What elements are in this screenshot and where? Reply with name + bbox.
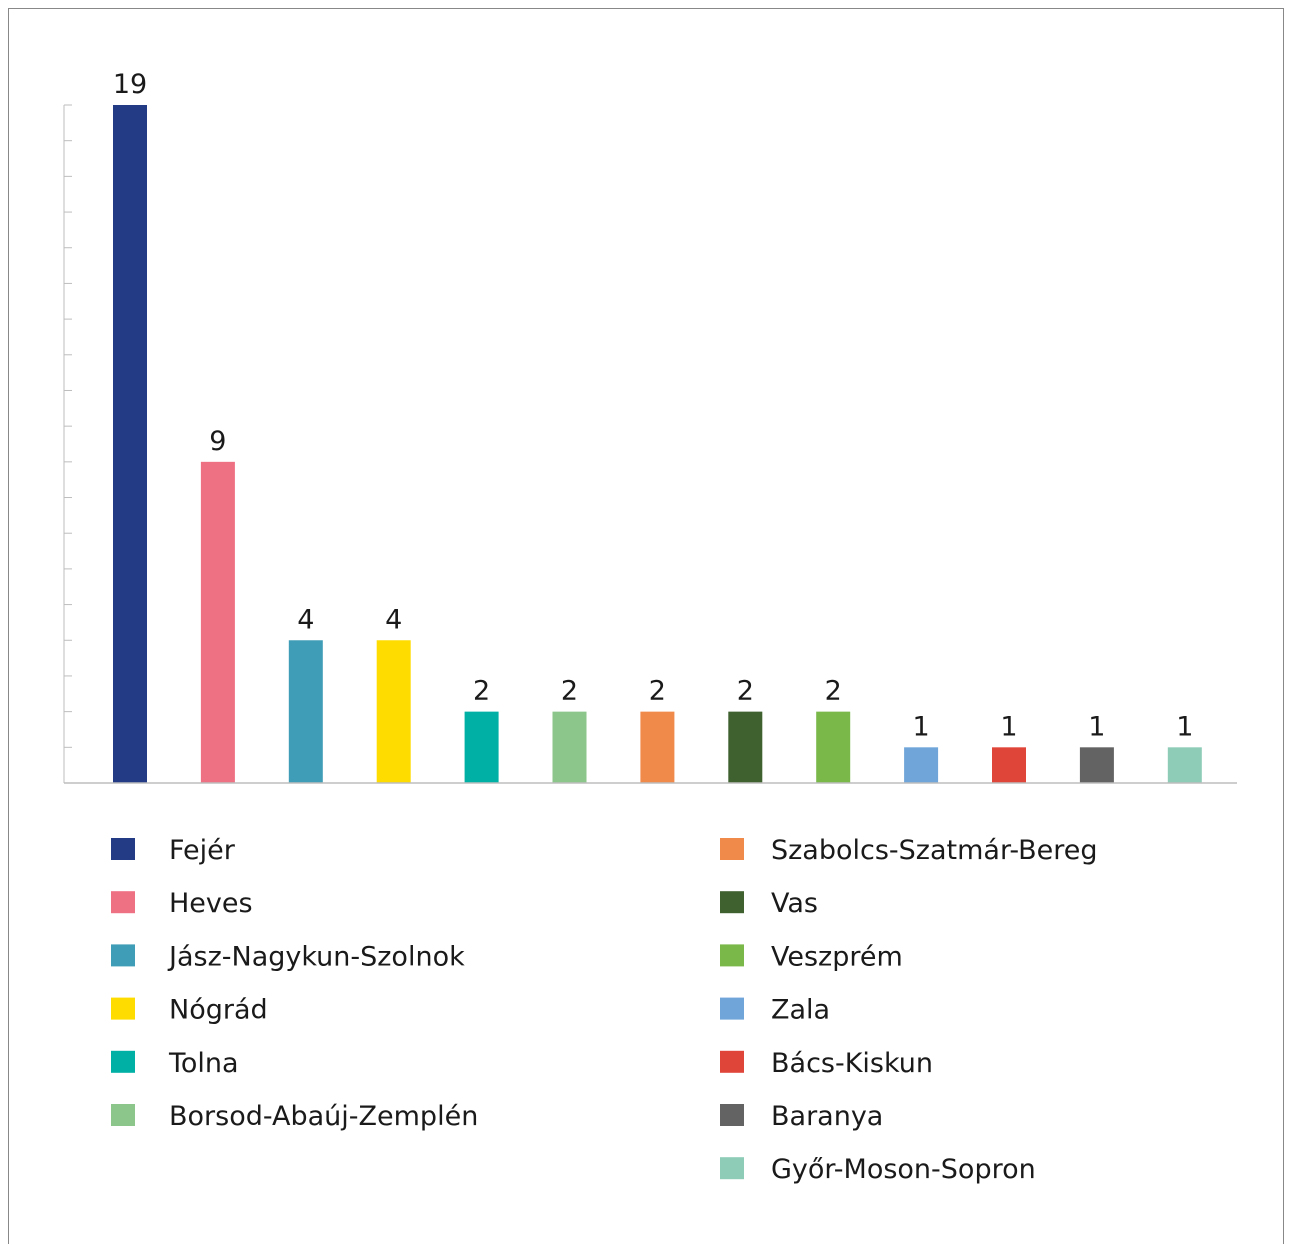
bar-value-label: 2 xyxy=(649,676,666,707)
legend-item: Nógrád xyxy=(111,995,268,1026)
legend-item: Vas xyxy=(720,888,818,919)
legend-item: Szabolcs-Szatmár-Bereg xyxy=(720,835,1098,866)
legend-swatch xyxy=(720,838,744,860)
legend-swatch xyxy=(720,944,744,967)
bar-heves xyxy=(200,461,235,783)
bar-value-label: 19 xyxy=(113,69,147,100)
legend-swatch xyxy=(720,1050,744,1073)
legend: Fejér Heves Jász-Nagykun-Szolnok Nógrád Toln… xyxy=(111,835,1098,1185)
chart-frame: 19 9 4 4 2 2 2 2 2 1 1 1 1 Fejér Heves Jász-Nagykun-Sz… xyxy=(8,8,1284,1244)
legend-label: Borsod-Abaúj-Zemplén xyxy=(169,1101,478,1132)
bar-value-label: 2 xyxy=(825,676,842,707)
bar-n-gr-d xyxy=(376,640,411,783)
bar-value-label: 2 xyxy=(561,676,578,707)
bar-b-cs-kiskun xyxy=(992,747,1026,783)
legend-label: Veszprém xyxy=(771,941,903,972)
value-labels: 19 9 4 4 2 2 2 2 2 1 1 1 1 xyxy=(113,69,1194,742)
legend-swatch xyxy=(720,1104,744,1126)
bar-tolna xyxy=(464,711,499,783)
bar-baranya xyxy=(1079,747,1114,783)
bar-chart: 19 9 4 4 2 2 2 2 2 1 1 1 1 Fejér Heves Jász-Nagykun-Sz… xyxy=(63,69,1237,1185)
legend-label: Fejér xyxy=(169,835,236,866)
legend-label: Nógrád xyxy=(169,995,268,1026)
bar-value-label: 4 xyxy=(385,604,402,635)
bar-value-label: 1 xyxy=(913,711,930,742)
bar-fej-r xyxy=(113,105,147,783)
bar-value-label: 2 xyxy=(473,676,490,707)
bar-szabolcs-szatm-r-bereg xyxy=(640,711,675,783)
legend-item: Győr-Moson-Sopron xyxy=(720,1154,1036,1185)
legend-swatch xyxy=(111,1104,135,1126)
legend-item: Tolna xyxy=(111,1048,239,1079)
bar-borsod-aba-j-zempl-n xyxy=(552,711,587,783)
legend-item: Borsod-Abaúj-Zemplén xyxy=(111,1101,478,1132)
bar-j-sz-nagykun-szolnok xyxy=(288,640,323,783)
legend-item: Bács-Kiskun xyxy=(720,1048,933,1079)
y-axis xyxy=(63,104,72,784)
legend-label: Zala xyxy=(771,995,830,1026)
legend-label: Bács-Kiskun xyxy=(771,1048,933,1079)
bar-value-label: 1 xyxy=(1000,711,1017,742)
legend-label: Vas xyxy=(771,888,818,919)
legend-label: Győr-Moson-Sopron xyxy=(771,1154,1036,1185)
bar-value-label: 4 xyxy=(297,604,314,635)
bar-value-label: 1 xyxy=(1088,711,1105,742)
bars xyxy=(113,105,1202,783)
legend-swatch xyxy=(111,944,135,967)
legend-swatch xyxy=(111,1050,135,1073)
legend-swatch xyxy=(111,997,135,1020)
legend-swatch xyxy=(720,891,744,914)
legend-label: Baranya xyxy=(771,1101,883,1132)
bar-value-label: 1 xyxy=(1176,711,1193,742)
legend-item: Fejér xyxy=(111,835,236,866)
legend-label: Szabolcs-Szatmár-Bereg xyxy=(771,835,1098,866)
legend-label: Heves xyxy=(169,888,253,919)
bar-veszpr-m xyxy=(816,711,851,783)
bar-vas xyxy=(728,711,763,783)
bar-gy-r-moson-sopron xyxy=(1167,747,1202,783)
legend-item: Veszprém xyxy=(720,941,903,972)
legend-item: Heves xyxy=(111,888,253,919)
legend-swatch xyxy=(111,891,135,914)
legend-swatch xyxy=(720,1157,744,1180)
legend-swatch xyxy=(111,838,135,860)
legend-label: Jász-Nagykun-Szolnok xyxy=(167,941,465,972)
bar-value-label: 2 xyxy=(737,676,754,707)
legend-item: Zala xyxy=(720,995,830,1026)
legend-label: Tolna xyxy=(168,1048,239,1079)
bar-zala xyxy=(904,747,939,783)
legend-swatch xyxy=(720,997,744,1020)
legend-item: Baranya xyxy=(720,1101,883,1132)
bar-value-label: 9 xyxy=(209,426,226,457)
legend-item: Jász-Nagykun-Szolnok xyxy=(111,941,465,972)
